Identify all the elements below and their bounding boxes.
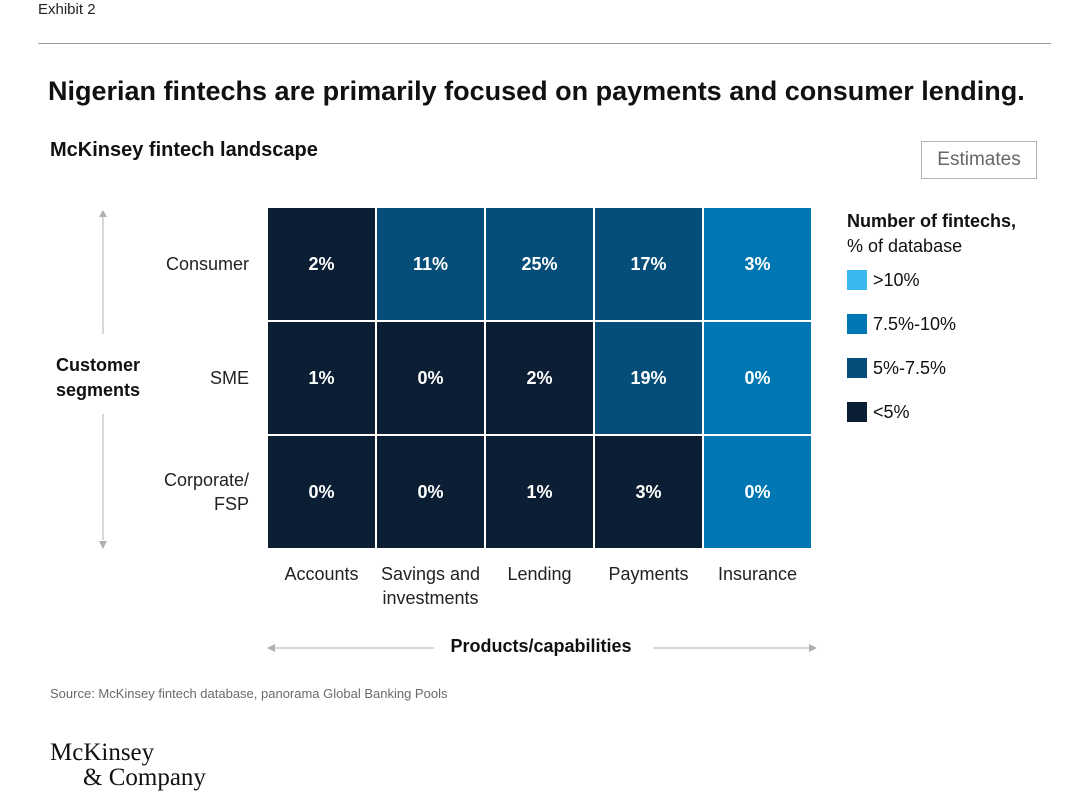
- column-label-lending: Lending: [507, 564, 571, 584]
- legend-subtitle: % of database: [847, 236, 963, 256]
- heatmap-cell-sme-accounts: [268, 322, 375, 434]
- cell-label-consumer-savings-and-investments: 11%: [413, 254, 448, 274]
- heatmap-cell-sme-insurance: [704, 322, 811, 434]
- row-label-corporate-fsp-line-1: Corporate/: [164, 470, 249, 490]
- legend-item-5-7-5: 5%-7.5%: [847, 358, 946, 378]
- row-label-corporate-fsp-line-2: FSP: [214, 494, 249, 514]
- cell-label-corporate-fsp-lending: 1%: [526, 482, 552, 502]
- heatmap-cell-consumer-savings-and-investments: [377, 208, 484, 320]
- header-divider: [38, 43, 1051, 44]
- legend-swatch-gt10: [847, 270, 867, 290]
- column-label-accounts: Accounts: [284, 564, 358, 584]
- legend-item-7-5-10: 7.5%-10%: [847, 314, 956, 334]
- cell-label-sme-lending: 2%: [526, 368, 552, 388]
- cell-label-consumer-accounts: 2%: [308, 254, 334, 274]
- legend-item-lt5: <5%: [847, 402, 910, 422]
- y-axis-arrow-up-icon: [99, 210, 107, 217]
- legend-label-lt5: <5%: [873, 401, 910, 422]
- legend-title: Number of fintechs,: [847, 211, 1017, 231]
- cell-label-corporate-fsp-payments: 3%: [635, 482, 661, 502]
- heatmap-cell-sme-savings-and-investments: [377, 322, 484, 434]
- heatmap-cell-consumer-lending: [486, 208, 593, 320]
- mckinsey-logo: McKinsey & Company: [50, 740, 206, 790]
- source-note: Source: McKinsey fintech database, panor…: [50, 686, 448, 701]
- heatmap-cell-corporate-fsp-accounts: [268, 436, 375, 548]
- cell-label-corporate-fsp-insurance: 0%: [744, 482, 770, 502]
- legend-label-7-5-10: 7.5%-10%: [873, 313, 957, 334]
- heatmap-cell-consumer-accounts: [268, 208, 375, 320]
- cell-label-corporate-fsp-accounts: 0%: [308, 482, 334, 502]
- exhibit-label: Exhibit 2: [38, 1, 96, 18]
- cell-label-consumer-insurance: 3%: [744, 254, 770, 274]
- chart-title: Nigerian fintechs are primarily focused …: [48, 76, 1025, 106]
- y-axis-title-line-2: segments: [56, 380, 140, 400]
- x-axis-arrow-left-icon: [267, 644, 275, 652]
- x-axis-arrow-right-icon: [809, 644, 817, 652]
- heatmap-cell-sme-lending: [486, 322, 593, 434]
- row-label-consumer: Consumer: [166, 254, 249, 274]
- logo-line-2: & Company: [83, 764, 206, 791]
- estimates-badge: Estimates: [921, 141, 1037, 179]
- legend-swatch-5-7-5: [847, 358, 867, 378]
- y-axis-title-line-1: Customer: [56, 355, 140, 375]
- heatmap-cell-consumer-payments: [595, 208, 702, 320]
- chart-subtitle: McKinsey fintech landscape: [50, 139, 318, 161]
- heatmap-cell-corporate-fsp-insurance: [704, 436, 811, 548]
- heatmap-cell-corporate-fsp-lending: [486, 436, 593, 548]
- cell-label-sme-savings-and-investments: 0%: [417, 368, 443, 388]
- legend-label-5-7-5: 5%-7.5%: [873, 357, 947, 378]
- heatmap-cell-corporate-fsp-savings-and-investments: [377, 436, 484, 548]
- legend-swatch-lt5: [847, 402, 867, 422]
- cell-label-sme-insurance: 0%: [744, 368, 770, 388]
- heatmap-cell-consumer-insurance: [704, 208, 811, 320]
- cell-label-corporate-fsp-savings-and-investments: 0%: [417, 482, 443, 502]
- cell-label-sme-accounts: 1%: [308, 368, 334, 388]
- row-label-sme: SME: [210, 368, 249, 388]
- legend-item-gt10: >10%: [847, 270, 920, 290]
- heatmap-cell-sme-payments: [595, 322, 702, 434]
- y-axis-arrow-down-icon: [99, 541, 107, 549]
- heatmap-cell-corporate-fsp-payments: [595, 436, 702, 548]
- column-label-insurance: Insurance: [718, 564, 797, 584]
- legend-label-gt10: >10%: [873, 269, 920, 290]
- x-axis-title: Products/capabilities: [450, 636, 631, 656]
- column-label-payments: Payments: [608, 564, 688, 584]
- logo-line-1: McKinsey: [50, 739, 155, 766]
- column-label-savings-and-investments-line-1: Savings and: [381, 564, 480, 584]
- cell-label-consumer-lending: 25%: [521, 254, 557, 274]
- cell-label-sme-payments: 19%: [630, 368, 666, 388]
- column-label-savings-and-investments-line-2: investments: [382, 588, 478, 608]
- cell-label-consumer-payments: 17%: [630, 254, 666, 274]
- legend-swatch-7-5-10: [847, 314, 867, 334]
